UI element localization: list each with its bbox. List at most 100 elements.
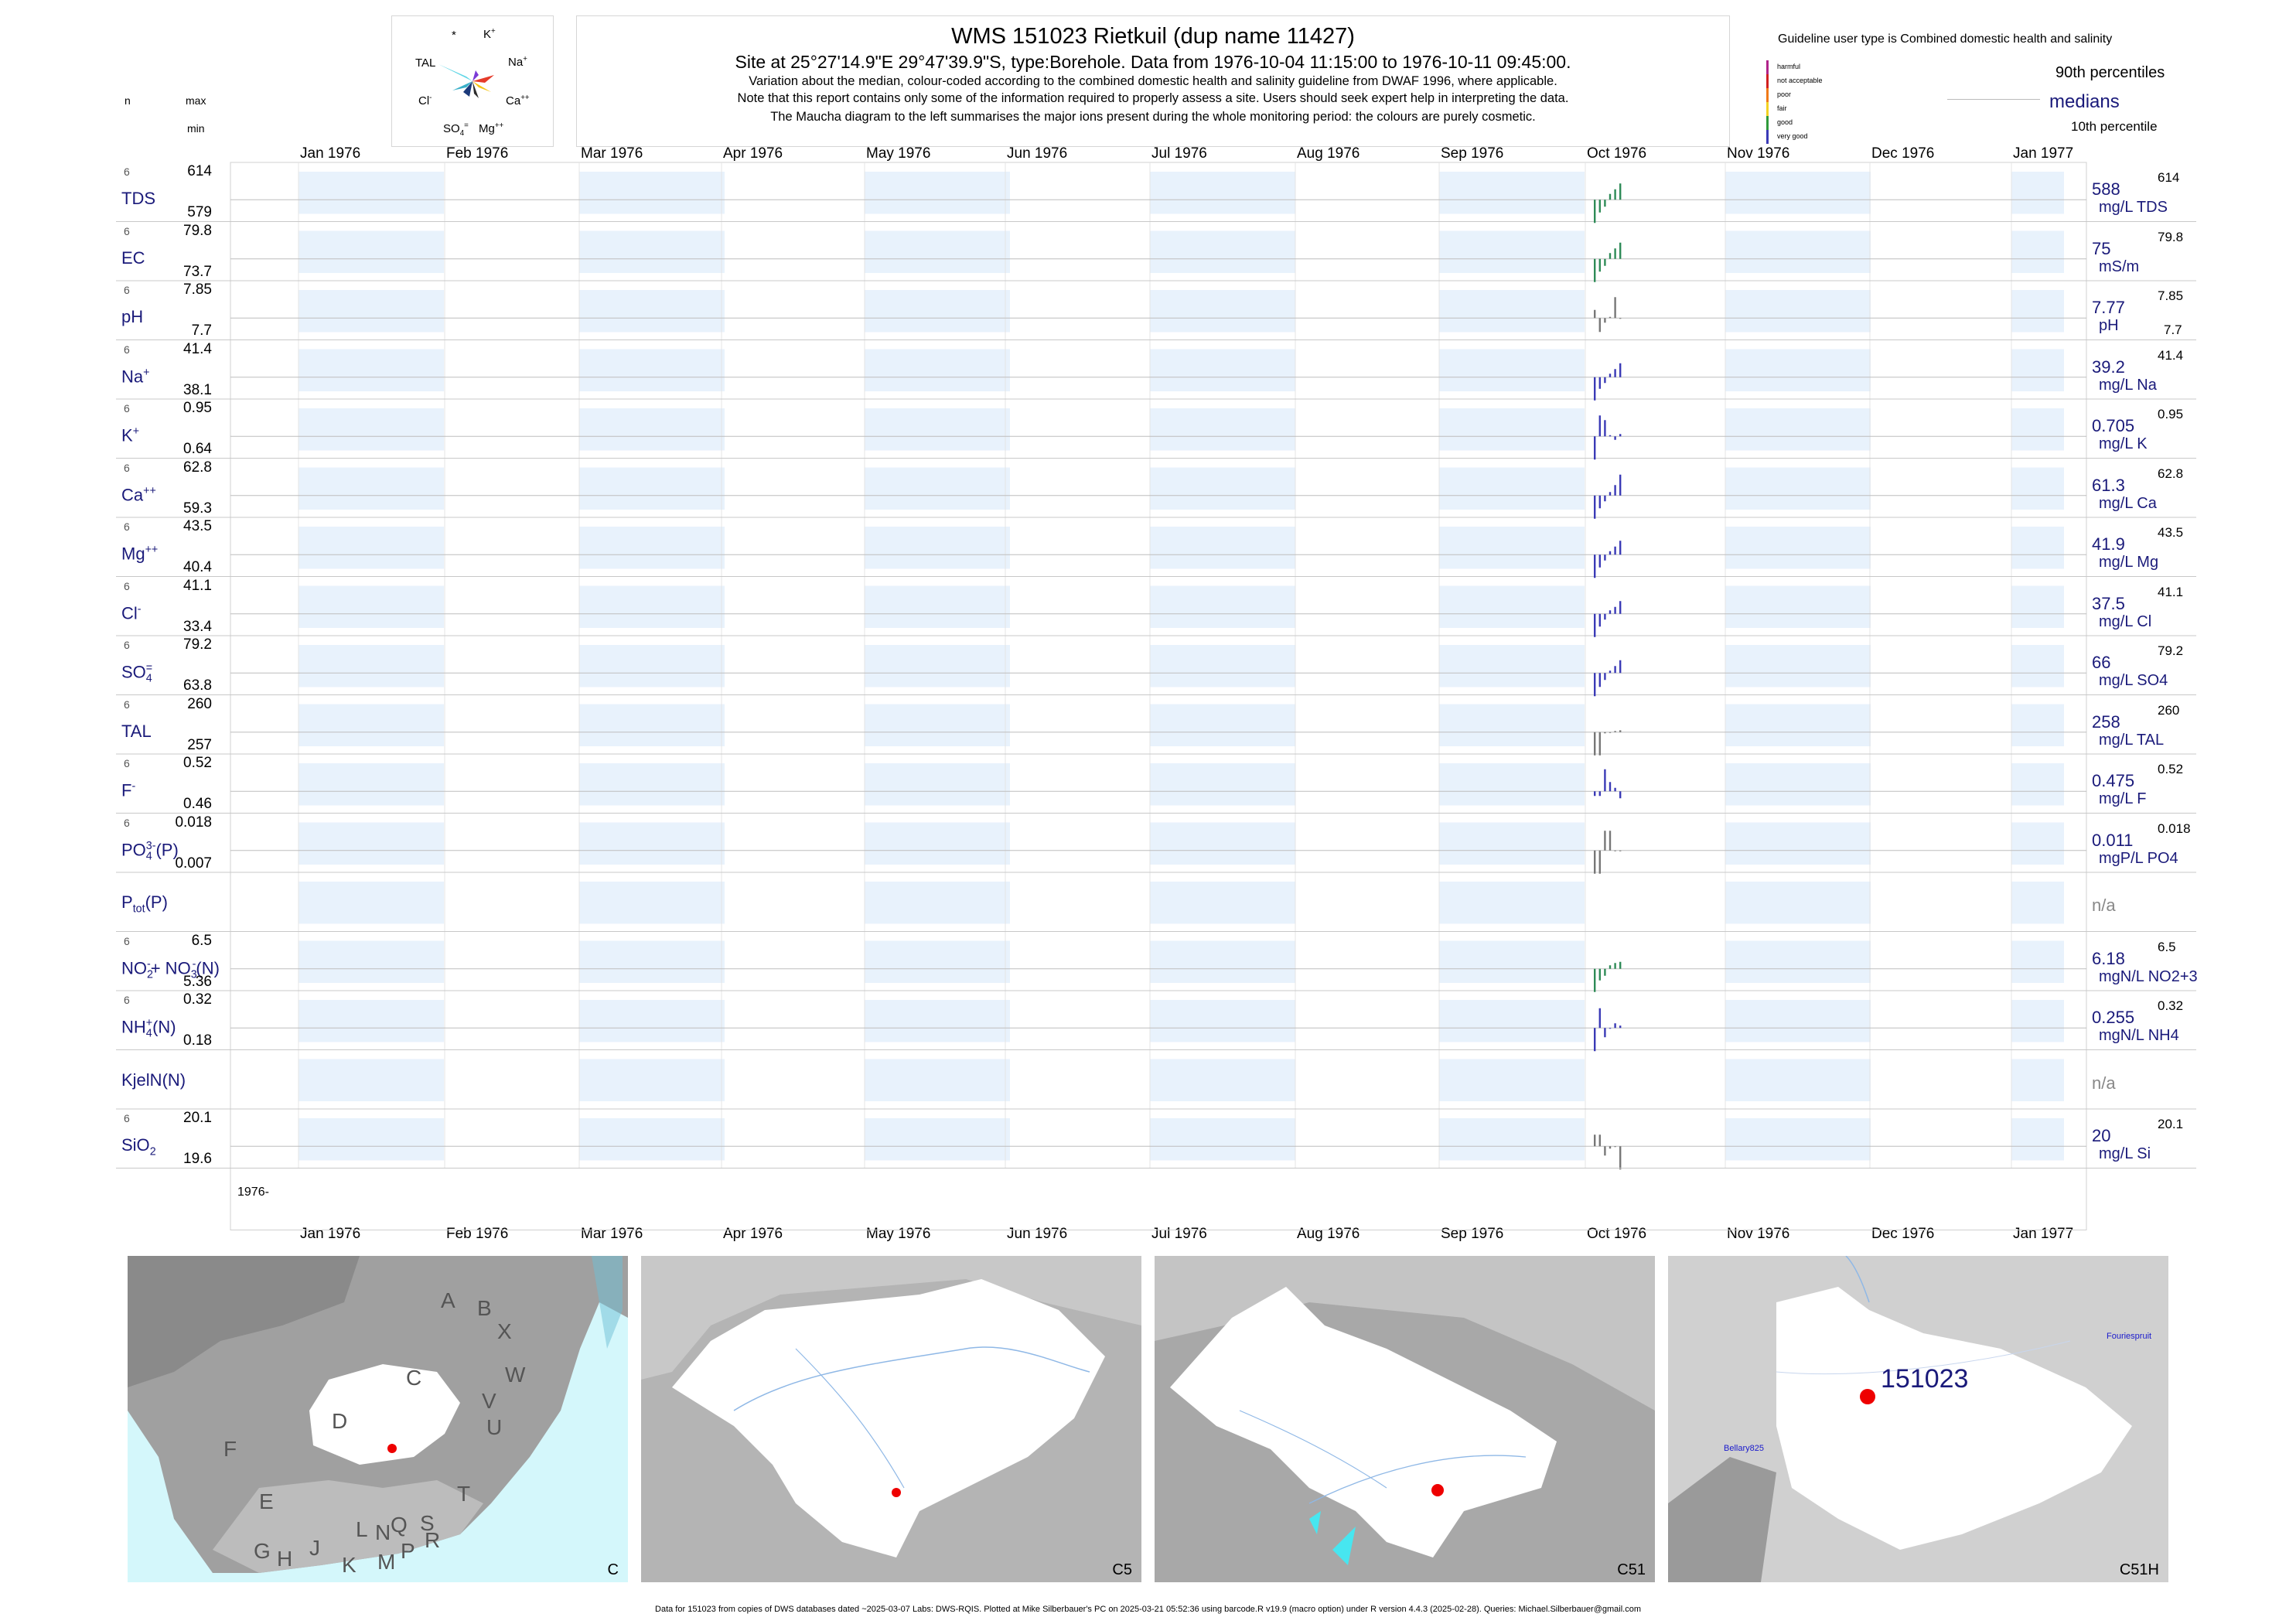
year-label: 1976- [237, 1185, 269, 1199]
month-shade [579, 1059, 725, 1101]
data-bar-so4 [1604, 673, 1606, 681]
data-bar-tds [1598, 200, 1601, 213]
month-shade [1439, 349, 1585, 391]
data-bar-po4 [1609, 831, 1612, 851]
min-no: 5.36 [183, 973, 212, 990]
month-shade [1150, 585, 1295, 628]
guideline-swatch [1766, 74, 1769, 88]
min-po4: 0.007 [175, 855, 212, 872]
month-shade [579, 585, 725, 628]
month-shade [865, 349, 1010, 391]
month-shade [865, 172, 1010, 214]
param-label-ptot: Ptot(P) [121, 892, 168, 916]
data-bar-k [1619, 434, 1622, 437]
drainage-letter: G [254, 1539, 271, 1563]
month-shade [2011, 230, 2064, 273]
min-k: 0.64 [183, 441, 212, 457]
param-label-no: NO2-+ NO3-(N) [121, 957, 220, 981]
unit-ec: mS/m [2099, 258, 2140, 275]
data-bar-tds [1619, 183, 1622, 200]
maucha-slice-na [473, 75, 494, 83]
count-ph: 6 [124, 284, 130, 296]
month-shade [299, 1059, 444, 1101]
drainage-letter: D [332, 1409, 348, 1433]
month-shade [2011, 172, 2064, 214]
maucha-label-ca: Ca++ [506, 94, 530, 107]
data-bar-so4 [1614, 666, 1616, 674]
month-shade [1439, 408, 1585, 451]
data-bar-k [1594, 436, 1596, 460]
p90-nh4: 0.32 [2158, 998, 2184, 1013]
median-na: 39.2 [2092, 357, 2125, 377]
unit-ca: mg/L Ca [2099, 494, 2157, 512]
min-f: 0.46 [183, 796, 212, 812]
month-shade [579, 1000, 725, 1042]
data-bar-f [1594, 791, 1596, 797]
month-shade [2011, 467, 2064, 510]
median-so4: 66 [2092, 653, 2111, 672]
month-shade [865, 645, 1010, 687]
median-tal: 258 [2092, 711, 2120, 732]
median-k: 0.705 [2092, 416, 2135, 435]
month-shade [299, 1000, 444, 1042]
max-f: 0.52 [183, 755, 212, 771]
month-shade [1150, 1059, 1295, 1101]
count-ca: 6 [124, 461, 130, 474]
param-label-nh4: NH4+(N) [121, 1017, 176, 1040]
unit-po4: mgP/L PO4 [2099, 849, 2178, 867]
data-bar-cl [1598, 613, 1601, 627]
median-tds: 588 [2092, 179, 2120, 199]
param-label-tal: TAL [121, 721, 152, 741]
data-bar-f [1604, 769, 1606, 792]
max-nh4: 0.32 [183, 991, 212, 1008]
count-sio2: 6 [124, 1112, 130, 1124]
top-month-label: Apr 1976 [723, 145, 783, 162]
drainage-letter: T [457, 1482, 471, 1506]
top-month-label: Dec 1976 [1871, 145, 1935, 162]
max-mg: 43.5 [183, 518, 212, 534]
data-bar-mg [1609, 551, 1612, 555]
max-sio2: 20.1 [183, 1110, 212, 1126]
data-bar-ec [1594, 258, 1596, 282]
p90-na: 41.4 [2158, 347, 2184, 363]
month-shade [299, 527, 444, 569]
data-bar-no [1609, 965, 1612, 969]
data-bar-na [1594, 377, 1596, 401]
map-c51h-label: C51H [2119, 1561, 2159, 1578]
median-kjel: n/a [2092, 1073, 2116, 1093]
month-shade [1150, 230, 1295, 273]
month-shade [1725, 704, 1871, 746]
data-bar-ph [1598, 318, 1601, 333]
data-bar-ph [1614, 297, 1616, 319]
map-c-label: C [607, 1561, 619, 1578]
month-shade [1439, 882, 1585, 924]
unit-tds: mg/L TDS [2099, 199, 2168, 216]
month-shade [865, 704, 1010, 746]
p90-mg: 43.5 [2158, 525, 2184, 540]
param-label-ec: EC [121, 247, 145, 268]
month-shade [579, 408, 725, 451]
top-month-label: Feb 1976 [446, 145, 509, 162]
data-bar-mg [1619, 541, 1622, 555]
month-shade [1439, 467, 1585, 510]
maucha-slice-k [473, 70, 479, 81]
data-bar-na [1609, 374, 1612, 377]
data-bar-sio2 [1619, 1146, 1622, 1170]
data-bar-ca [1614, 485, 1616, 496]
month-shade [2011, 1118, 2064, 1161]
month-shade [865, 822, 1010, 865]
month-shade [1150, 290, 1295, 333]
map-c51h-station-dot [1860, 1389, 1875, 1404]
data-bar-mg [1594, 554, 1596, 578]
median-nh4: 0.255 [2092, 1008, 2135, 1027]
month-shade [299, 408, 444, 451]
unit-no: mgN/L NO2+3 [2099, 967, 2198, 985]
data-bar-tds [1614, 189, 1616, 200]
data-bar-f [1609, 782, 1612, 792]
data-bar-f [1619, 791, 1622, 799]
guideline-swatch [1766, 60, 1769, 74]
param-label-k: K+ [121, 425, 140, 445]
data-bar-ec [1614, 248, 1616, 259]
maucha-slice-ca [473, 81, 491, 92]
